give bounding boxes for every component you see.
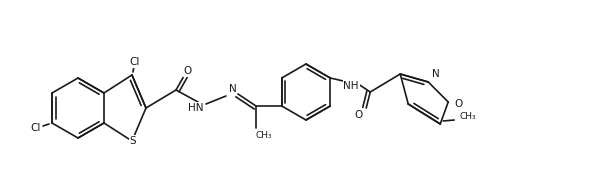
Text: O: O	[184, 66, 192, 76]
Text: CH₃: CH₃	[460, 112, 477, 121]
Text: O: O	[354, 110, 362, 120]
Text: N: N	[432, 69, 440, 79]
Text: Cl: Cl	[31, 123, 41, 133]
Text: HN: HN	[188, 103, 204, 113]
Text: S: S	[130, 136, 136, 146]
Text: NH: NH	[344, 81, 359, 91]
Text: Cl: Cl	[130, 57, 140, 67]
Text: N: N	[229, 84, 237, 94]
Text: CH₃: CH₃	[256, 132, 272, 141]
Text: O: O	[454, 99, 463, 109]
